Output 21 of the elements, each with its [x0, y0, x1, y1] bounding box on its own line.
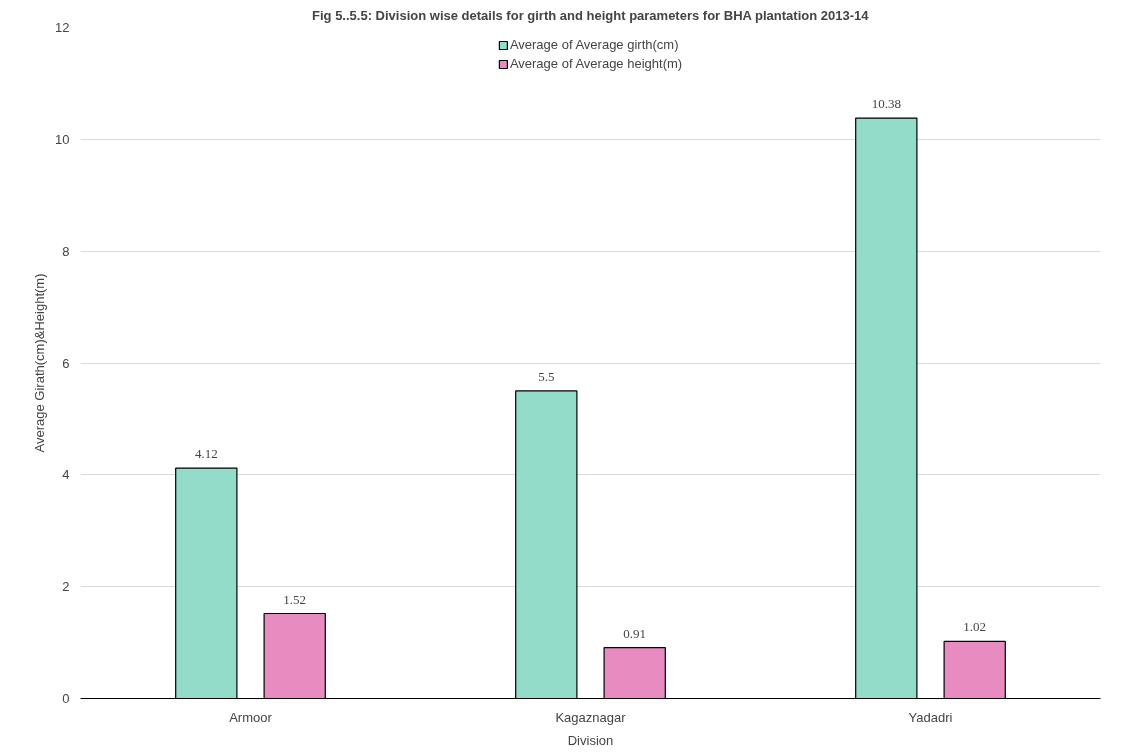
data-label: 5.5: [538, 368, 555, 384]
y-tick-label: 8: [62, 243, 70, 259]
data-label: 10.38: [871, 96, 901, 112]
data-label: 0.91: [623, 625, 647, 641]
data-label: 1.02: [963, 619, 987, 635]
y-axis-title: Average Girath(cm)&Height(m): [32, 273, 48, 453]
y-tick-label: 2: [62, 579, 70, 595]
legend-label: Average of Average height(m): [509, 56, 683, 71]
y-tick-label: 12: [55, 20, 70, 35]
data-label: 1.52: [283, 591, 307, 607]
x-tick-label: Yadadri: [908, 709, 953, 725]
y-tick-label: 0: [62, 691, 70, 706]
y-tick-label: 10: [55, 131, 70, 147]
y-tick-label: 4: [62, 467, 70, 483]
y-tick-label: 6: [62, 355, 70, 371]
x-tick-label: Armoor: [229, 709, 273, 725]
chart-title: Fig 5..5.5: Division wise details for girth and height parameters for BHA plantation 2013-14: [312, 7, 870, 23]
data-label: 4.12: [194, 446, 218, 462]
legend-label: Average of Average girth(cm): [509, 37, 679, 52]
x-tick-label: Kagaznagar: [555, 709, 627, 725]
x-axis-title: Division: [567, 732, 614, 748]
